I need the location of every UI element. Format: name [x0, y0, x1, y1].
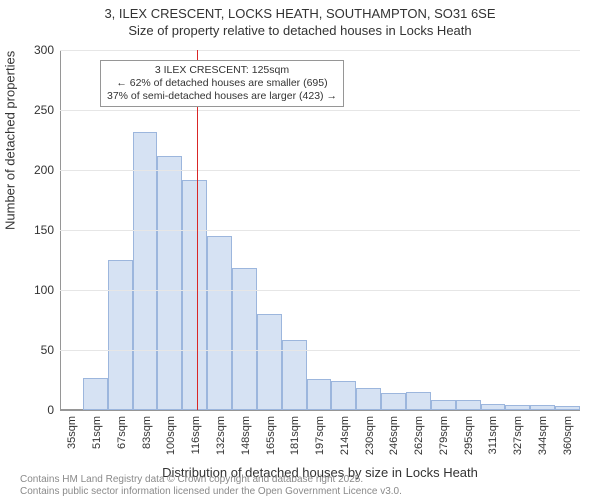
- x-tick-label: 214sqm: [339, 416, 351, 455]
- histogram-bar: [108, 260, 133, 410]
- x-tick-label: 181sqm: [289, 416, 301, 455]
- x-tick-label: 51sqm: [91, 416, 103, 449]
- y-tick-label: 50: [41, 343, 54, 357]
- annotation-line: ← 62% of detached houses are smaller (69…: [107, 77, 337, 90]
- title-line-2: Size of property relative to detached ho…: [0, 23, 600, 40]
- x-tick: 181sqm: [283, 410, 308, 465]
- gridline: [60, 350, 580, 351]
- gridline: [60, 50, 580, 51]
- x-tick: 295sqm: [456, 410, 481, 465]
- gridline: [60, 410, 580, 411]
- x-tick: 83sqm: [134, 410, 159, 465]
- gridline: [60, 290, 580, 291]
- x-tick: 67sqm: [110, 410, 135, 465]
- histogram-bar: [406, 392, 431, 410]
- histogram-bar: [83, 378, 108, 410]
- x-tick: 360sqm: [555, 410, 580, 465]
- x-tick: 230sqm: [357, 410, 382, 465]
- x-tick-label: 262sqm: [413, 416, 425, 455]
- footer-line-2: Contains public sector information licen…: [20, 486, 592, 498]
- x-tick: 197sqm: [308, 410, 333, 465]
- x-tick: 148sqm: [233, 410, 258, 465]
- x-tick: 262sqm: [407, 410, 432, 465]
- chart-container: 3, ILEX CRESCENT, LOCKS HEATH, SOUTHAMPT…: [0, 0, 600, 500]
- gridline: [60, 230, 580, 231]
- x-tick-label: 230sqm: [364, 416, 376, 455]
- x-tick-label: 67sqm: [116, 416, 128, 449]
- y-axis-label: Number of detached properties: [3, 51, 18, 230]
- histogram-bar: [257, 314, 282, 410]
- y-tick-label: 200: [34, 163, 54, 177]
- x-tick: 116sqm: [184, 410, 209, 465]
- histogram-bar: [207, 236, 232, 410]
- y-tick-label: 150: [34, 223, 54, 237]
- y-tick-label: 300: [34, 43, 54, 57]
- histogram-bar: [356, 388, 381, 410]
- histogram-bar: [307, 379, 332, 410]
- x-tick-label: 279sqm: [438, 416, 450, 455]
- x-tick-label: 197sqm: [314, 416, 326, 455]
- histogram-bar: [431, 400, 456, 410]
- histogram-bar: [133, 132, 158, 410]
- x-tick-label: 35sqm: [66, 416, 78, 449]
- x-tick-label: 295sqm: [463, 416, 475, 455]
- histogram-bar: [182, 180, 207, 410]
- plot-area: 35sqm51sqm67sqm83sqm100sqm116sqm132sqm14…: [60, 50, 580, 410]
- annotation-line: 3 ILEX CRESCENT: 125sqm: [107, 64, 337, 77]
- x-tick-label: 360sqm: [562, 416, 574, 455]
- footer-line-1: Contains HM Land Registry data © Crown c…: [20, 474, 592, 486]
- x-tick-label: 327sqm: [512, 416, 524, 455]
- chart-title: 3, ILEX CRESCENT, LOCKS HEATH, SOUTHAMPT…: [0, 0, 600, 40]
- x-tick: 214sqm: [332, 410, 357, 465]
- gridline: [60, 170, 580, 171]
- x-tick: 344sqm: [531, 410, 556, 465]
- footer-attribution: Contains HM Land Registry data © Crown c…: [20, 474, 592, 498]
- gridline: [60, 110, 580, 111]
- y-tick-label: 250: [34, 103, 54, 117]
- x-tick: 165sqm: [258, 410, 283, 465]
- x-tick-label: 116sqm: [190, 416, 202, 454]
- x-tick-label: 148sqm: [240, 416, 252, 455]
- histogram-bar: [456, 400, 481, 410]
- x-tick-label: 83sqm: [141, 416, 153, 449]
- x-tick-label: 311sqm: [487, 416, 499, 454]
- x-tick: 327sqm: [506, 410, 531, 465]
- histogram-bar: [381, 393, 406, 410]
- x-tick: 246sqm: [382, 410, 407, 465]
- y-tick-label: 100: [34, 283, 54, 297]
- x-tick: 35sqm: [60, 410, 85, 465]
- x-tick-label: 132sqm: [215, 416, 227, 455]
- x-tick: 311sqm: [481, 410, 506, 465]
- x-ticks-group: 35sqm 51sqm 67sqm 83sqm 100sqm 116sqm 132sqm 14…: [60, 410, 580, 465]
- annotation-line: 37% of semi-detached houses are larger (…: [107, 90, 337, 103]
- x-tick-label: 246sqm: [388, 416, 400, 455]
- x-tick: 279sqm: [431, 410, 456, 465]
- histogram-bar: [157, 156, 182, 410]
- title-line-1: 3, ILEX CRESCENT, LOCKS HEATH, SOUTHAMPT…: [0, 6, 600, 23]
- x-tick-label: 100sqm: [165, 416, 177, 455]
- histogram-bar: [331, 381, 356, 410]
- x-tick: 100sqm: [159, 410, 184, 465]
- x-tick-label: 165sqm: [265, 416, 277, 455]
- x-tick-label: 344sqm: [537, 416, 549, 455]
- y-tick-label: 0: [47, 403, 54, 417]
- x-tick: 51sqm: [85, 410, 110, 465]
- x-tick: 132sqm: [209, 410, 234, 465]
- annotation-box: 3 ILEX CRESCENT: 125sqm← 62% of detached…: [100, 60, 344, 107]
